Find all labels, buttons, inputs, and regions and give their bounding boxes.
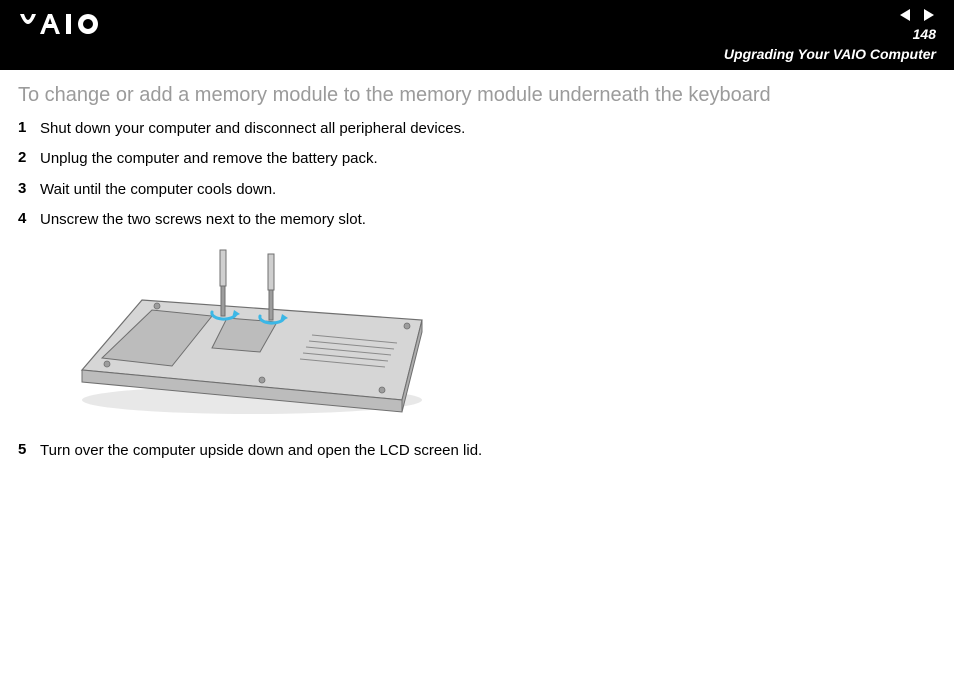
steps-list-continued: 5 Turn over the computer upside down and… xyxy=(18,441,936,461)
step-number: 2 xyxy=(18,149,40,166)
step-text: Unscrew the two screws next to the memor… xyxy=(40,210,366,230)
step-number: 4 xyxy=(18,210,40,227)
step-text: Unplug the computer and remove the batte… xyxy=(40,149,378,169)
step-text: Shut down your computer and disconnect a… xyxy=(40,119,465,139)
content-area: To change or add a memory module to the … xyxy=(0,70,954,485)
next-page-icon[interactable] xyxy=(920,8,936,27)
nav-arrows xyxy=(898,8,936,27)
section-title: Upgrading Your VAIO Computer xyxy=(724,46,936,62)
step-item: 3 Wait until the computer cools down. xyxy=(18,180,936,200)
step-number: 5 xyxy=(18,441,40,458)
page-number: 148 xyxy=(913,26,936,42)
step-text: Turn over the computer upside down and o… xyxy=(40,441,482,461)
step-number: 1 xyxy=(18,119,40,136)
laptop-illustration xyxy=(62,240,936,425)
step-item: 1 Shut down your computer and disconnect… xyxy=(18,119,936,139)
page-heading: To change or add a memory module to the … xyxy=(18,84,936,107)
step-item: 2 Unplug the computer and remove the bat… xyxy=(18,149,936,169)
step-item: 4 Unscrew the two screws next to the mem… xyxy=(18,210,936,230)
step-number: 3 xyxy=(18,180,40,197)
prev-page-icon[interactable] xyxy=(898,8,914,27)
steps-list: 1 Shut down your computer and disconnect… xyxy=(18,119,936,230)
step-text: Wait until the computer cools down. xyxy=(40,180,276,200)
step-item: 5 Turn over the computer upside down and… xyxy=(18,441,936,461)
header-bar: 148 Upgrading Your VAIO Computer xyxy=(0,0,954,70)
vaio-logo xyxy=(18,10,128,43)
